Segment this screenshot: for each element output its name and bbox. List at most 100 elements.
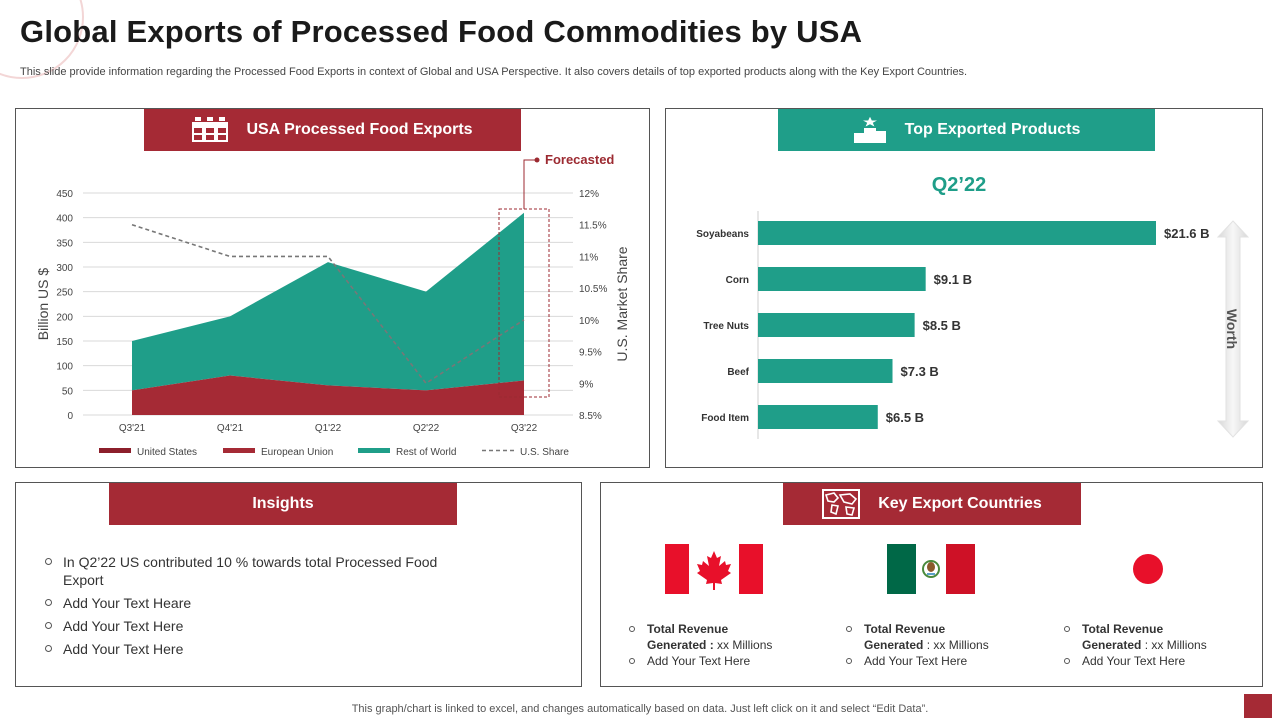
- bar-category-label: Corn: [726, 275, 749, 286]
- products-panel: Top Exported Products Q2’22 Soyabeans $21.…: [665, 108, 1263, 468]
- y2-tick-label: 11.5%: [579, 221, 607, 232]
- x-tick-label: Q2'22: [413, 423, 440, 434]
- legend-swatch: [358, 448, 390, 453]
- country-revenue-text: Total Revenue Generated : xx Millions: [1064, 621, 1252, 653]
- bar-chart: Q2’22 Soyabeans $21.6 B Corn $9.1 B Tree Nuts…: [696, 174, 1250, 439]
- bar-value-label: $7.3 B: [901, 364, 939, 379]
- y2-tick-label: 9%: [579, 379, 594, 390]
- y-tick-label: 300: [56, 263, 73, 274]
- x-tick-label: Q1'22: [315, 423, 342, 434]
- bullet-dot-icon: [629, 626, 635, 632]
- insight-bullet: Add Your Text Here: [45, 640, 463, 658]
- x-tick-label: Q4'21: [217, 423, 244, 434]
- food-containers-icon: [192, 117, 229, 143]
- countries-panel-header: Key Export Countries: [783, 483, 1081, 525]
- legend-label: U.S. Share: [520, 447, 569, 458]
- bullet-dot-icon: [1064, 626, 1070, 632]
- period-label: Q2’22: [932, 174, 986, 196]
- worth-label: Worth: [1224, 309, 1240, 349]
- products-panel-header: Top Exported Products: [778, 109, 1155, 151]
- products-panel-title: Top Exported Products: [904, 121, 1081, 138]
- legend-swatch: [99, 448, 131, 453]
- area-chart: 0 50 100 150 200 250 300 350 400 450 8.5% 9% 9.5% 10%…: [35, 152, 630, 458]
- country-revenue-text: Total Revenue Generated : xx Millions: [846, 621, 1044, 653]
- y2-tick-label: 12%: [579, 189, 599, 200]
- bar-value-label: $6.5 B: [886, 410, 924, 425]
- world-map-icon: [822, 489, 861, 519]
- bullet-dot-icon: [45, 558, 52, 565]
- y-tick-label: 250: [56, 288, 73, 299]
- insight-bullet: In Q2’22 US contributed 10 % towards tot…: [45, 553, 463, 589]
- exports-panel-title: USA Processed Food Exports: [246, 121, 473, 138]
- exports-panel: USA Processed Food Exports 0 50 100 150 200 2…: [15, 108, 650, 468]
- y-tick-label: 0: [67, 411, 73, 422]
- bullet-dot-icon: [45, 645, 52, 652]
- y-tick-label: 450: [56, 189, 73, 200]
- page-subtitle: This slide provide information regarding…: [20, 66, 968, 78]
- japan-flag-icon: [1104, 544, 1192, 599]
- bullet-dot-icon: [629, 658, 635, 664]
- podium-star-icon: [853, 117, 887, 143]
- bullet-dot-icon: [45, 599, 52, 606]
- y-tick-label: 200: [56, 312, 73, 323]
- country-revenue-text: Total Revenue Generated : xx Millions: [629, 621, 827, 653]
- us-share-line: [131, 223, 525, 385]
- mexico-flag-icon: [887, 544, 975, 599]
- insights-panel: Insights In Q2’22 US contributed 10 % to…: [15, 482, 582, 687]
- bar-category-label: Soyabeans: [696, 229, 749, 240]
- y2-axis-label: U.S. Market Share: [614, 246, 630, 361]
- y-tick-label: 50: [62, 386, 74, 397]
- bar-category-label: Beef: [727, 367, 749, 378]
- bullet-dot-icon: [45, 622, 52, 629]
- y-tick-label: 100: [56, 362, 73, 373]
- exports-panel-header: USA Processed Food Exports: [144, 109, 521, 151]
- bullet-dot-icon: [846, 658, 852, 664]
- y2-tick-label: 9.5%: [579, 348, 602, 359]
- y-tick-label: 400: [56, 214, 73, 225]
- country-extra-text: Add Your Text Here: [629, 653, 827, 669]
- page-title: Global Exports of Processed Food Commodi…: [20, 14, 863, 49]
- country-extra-text: Add Your Text Here: [846, 653, 1044, 669]
- area-european-union: [132, 375, 524, 415]
- footer-note: This graph/chart is linked to excel, and…: [351, 703, 929, 715]
- area-rest-of-world: [132, 212, 524, 391]
- x-tick-label: Q3'21: [119, 423, 146, 434]
- insight-bullet: Add Your Text Heare: [45, 594, 463, 612]
- countries-panel: Key Export Countries Total Revenue Gen: [600, 482, 1263, 687]
- legend-swatch: [223, 448, 255, 453]
- bar-value-label: $21.6 B: [1164, 226, 1210, 241]
- legend-label: European Union: [261, 447, 333, 458]
- x-tick-label: Q3'22: [511, 423, 538, 434]
- corner-accent: [1244, 694, 1272, 718]
- bullet-dot-icon: [1064, 658, 1070, 664]
- bar: [758, 313, 915, 337]
- canada-flag-icon: [665, 544, 763, 599]
- bar: [758, 359, 893, 383]
- y-tick-label: 350: [56, 238, 73, 249]
- insights-panel-header: Insights: [109, 483, 457, 525]
- forecast-leader-line: [523, 159, 537, 209]
- y2-tick-label: 11%: [579, 252, 598, 263]
- y2-tick-label: 10.5%: [579, 284, 607, 295]
- bar: [758, 221, 1156, 245]
- worth-double-arrow-icon: [1216, 220, 1250, 438]
- bar-value-label: $9.1 B: [934, 272, 972, 287]
- forecast-label: Forecasted: [545, 152, 614, 167]
- bullet-dot-icon: [846, 626, 852, 632]
- bar-category-label: Tree Nuts: [703, 321, 749, 332]
- bar: [758, 267, 926, 291]
- insight-bullet: Add Your Text Here: [45, 617, 463, 635]
- forecast-marker: [534, 157, 540, 163]
- y2-tick-label: 10%: [579, 316, 599, 327]
- y-axis-label: Billion US $: [35, 268, 51, 341]
- y2-tick-label: 8.5%: [579, 411, 602, 422]
- insights-panel-title: Insights: [252, 495, 314, 512]
- legend-label: Rest of World: [396, 447, 456, 458]
- bar-value-label: $8.5 B: [923, 318, 961, 333]
- y-tick-label: 150: [56, 337, 73, 348]
- bar: [758, 405, 878, 429]
- countries-panel-title: Key Export Countries: [878, 495, 1042, 512]
- legend-label: United States: [137, 447, 197, 458]
- bar-category-label: Food Item: [701, 413, 749, 424]
- country-extra-text: Add Your Text Here: [1064, 653, 1252, 669]
